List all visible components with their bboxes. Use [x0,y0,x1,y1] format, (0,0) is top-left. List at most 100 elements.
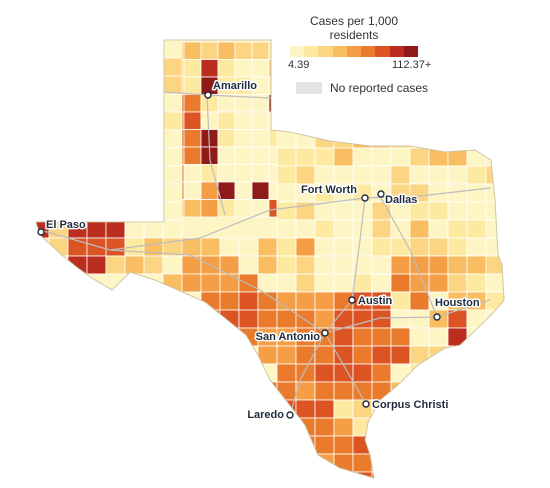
county [485,399,504,419]
county [505,346,524,364]
county [105,453,126,473]
county [48,255,69,275]
county [485,75,504,95]
county [48,309,69,329]
legend-swatch [361,46,376,57]
county [333,417,354,437]
county [217,111,236,130]
county [162,471,183,478]
county [447,129,468,149]
county [485,309,504,329]
county [67,381,88,401]
county [352,273,373,293]
county [48,183,69,203]
county [183,94,202,113]
county [124,40,145,59]
county [371,93,392,113]
county [295,111,316,131]
county [390,309,411,329]
county [36,111,50,131]
county [276,40,297,59]
county [200,237,221,257]
county [36,435,50,455]
county [36,399,50,419]
county [124,381,145,401]
county [409,309,430,329]
city-marker-houston [433,313,441,321]
county [105,237,126,257]
county [234,41,253,60]
county [466,111,487,131]
county [466,57,487,77]
county [428,111,449,131]
county [409,165,430,185]
county [234,146,253,165]
county [409,237,430,257]
county [48,345,69,365]
county [276,111,297,131]
county [257,435,278,455]
county [428,363,449,383]
county [251,59,270,78]
county [251,181,270,200]
county [48,471,69,478]
county [371,57,392,77]
county [485,111,504,131]
county [505,256,524,274]
county [333,273,354,293]
county [352,147,373,167]
county [466,255,487,275]
county [105,381,126,401]
county [390,237,411,257]
county [36,147,50,167]
county [409,291,430,311]
county [181,471,202,478]
county [409,57,430,77]
county [143,345,164,365]
county [314,237,335,257]
county [124,291,145,311]
county [124,309,145,329]
county [251,164,270,183]
county [48,291,69,311]
county [143,111,164,131]
county [219,381,240,401]
county [162,273,183,293]
county [86,129,107,149]
county [333,93,354,113]
county [390,471,411,478]
county [143,93,164,113]
county [143,381,164,401]
highway-i27 [206,94,226,216]
county [390,219,411,239]
county [333,327,354,347]
county [505,220,524,238]
county [447,219,468,239]
county [143,417,164,437]
county [36,309,50,329]
county [105,291,126,311]
county [234,199,253,218]
county [200,417,221,437]
county [352,40,373,59]
county [314,345,335,365]
legend-title: Cases per 1,000 residents [309,14,399,42]
county [200,273,221,293]
county [48,147,69,167]
county [217,59,236,78]
county [390,363,411,383]
county [162,165,183,185]
county [238,435,259,455]
county [124,93,145,113]
county [105,219,126,239]
county [447,399,468,419]
county [268,41,287,60]
county [371,471,392,478]
county [162,309,183,329]
county [485,129,504,149]
county [466,93,487,113]
county [390,129,411,149]
county [86,363,107,383]
county [333,111,354,131]
county [67,435,88,455]
